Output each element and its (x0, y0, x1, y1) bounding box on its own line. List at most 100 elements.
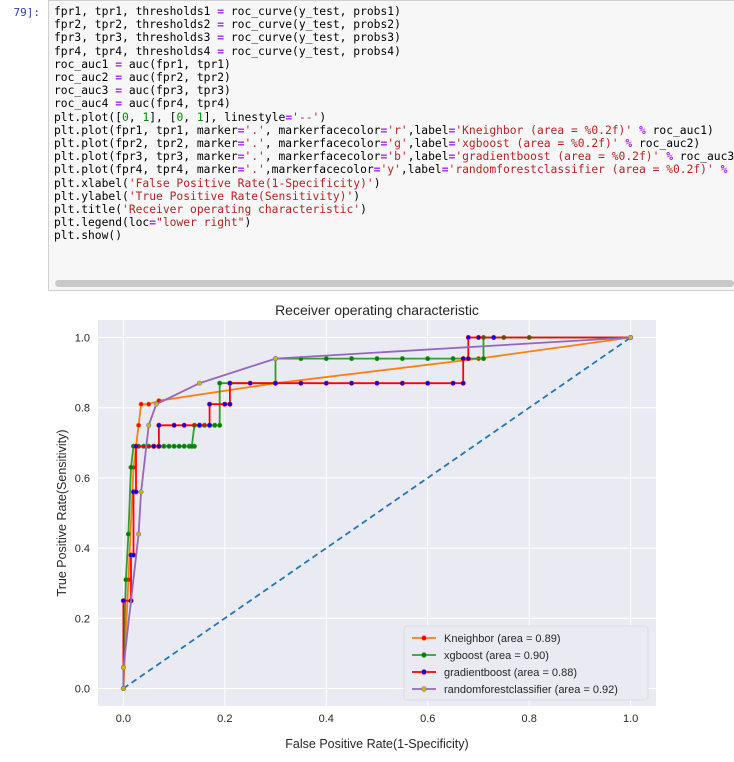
legend: Kneighbor (area = 0.89) xgboost (area = 0… (403, 625, 649, 701)
code-line: plt.ylabel('True Positive Rate(Sensitivi… (54, 189, 361, 203)
code-line: fpr2, tpr2, thresholds2 = roc_curve(y_te… (54, 18, 401, 32)
x-tick-label: 0.0 (116, 713, 131, 725)
data-point (151, 443, 157, 449)
roc-chart: 0.0 0.2 0.4 0.6 0.8 1.0 0.0 0.2 0.4 0.6 0.8 1.0 Rec… (55, 302, 656, 751)
data-point (133, 443, 139, 449)
code-cell[interactable]: fpr1, tpr1, thresholds1 = roc_curve(y_te… (48, 0, 734, 291)
data-point (136, 531, 142, 537)
data-point (197, 422, 203, 428)
y-tick-label: 0.0 (75, 683, 90, 695)
x-tick-label: 0.4 (319, 713, 334, 725)
data-point (222, 401, 228, 407)
data-point (217, 422, 223, 428)
data-point (323, 356, 329, 362)
code-line: plt.plot(fpr2, tpr2, marker='.', markerf… (54, 137, 701, 151)
data-point (212, 422, 218, 428)
data-point (480, 356, 486, 362)
data-point (450, 356, 456, 362)
legend-entry: gradientboost (area = 0.88) (412, 667, 577, 679)
code-line: fpr1, tpr1, thresholds1 = roc_curve(y_te… (54, 5, 401, 18)
legend-marker (421, 635, 427, 641)
legend-label: xgboost (area = 0.90) (444, 650, 549, 662)
x-axis-label: False Positive Rate(1-Specificity) (285, 737, 468, 751)
data-point (450, 380, 456, 386)
x-tick-label: 0.8 (522, 713, 537, 725)
x-tick-label: 1.0 (623, 713, 638, 725)
data-point (425, 380, 431, 386)
cell-prompt: 79]: (13, 6, 41, 19)
data-point (181, 422, 187, 428)
data-point (247, 380, 253, 386)
data-point (272, 356, 278, 362)
y-axis-label: True Positive Rate(Sensitivity) (55, 430, 69, 597)
data-point (153, 401, 159, 407)
y-tick-label: 0.2 (75, 613, 90, 625)
data-point (166, 443, 172, 449)
data-point (171, 443, 177, 449)
data-point (146, 422, 152, 428)
code-line: fpr4, tpr4, thresholds4 = roc_curve(y_te… (54, 44, 401, 58)
legend-label: Kneighbor (area = 0.89) (444, 633, 561, 645)
legend-marker (421, 686, 427, 692)
code-line: plt.plot([0, 1], [0, 1], linestyle='--') (54, 110, 327, 124)
code-line: roc_auc3 = auc(fpr3, tpr3) (54, 84, 231, 98)
data-point (374, 356, 380, 362)
code-line: plt.plot(fpr3, tpr3, marker='.', markerf… (54, 150, 734, 164)
data-point (156, 422, 162, 428)
data-point (207, 422, 213, 428)
data-point (123, 577, 129, 583)
data-point (176, 443, 182, 449)
data-point (138, 401, 144, 407)
data-point (349, 380, 355, 386)
y-tick-label: 0.6 (75, 473, 90, 485)
data-point (460, 380, 466, 386)
data-point (128, 464, 134, 470)
data-point (120, 664, 126, 670)
series-line (122, 336, 631, 689)
data-point (465, 334, 471, 340)
legend-entry: xgboost (area = 0.90) (412, 650, 549, 662)
data-point (146, 401, 152, 407)
data-point (227, 401, 233, 407)
code-editor[interactable]: fpr1, tpr1, thresholds1 = roc_curve(y_te… (49, 1, 734, 243)
y-tick-label: 1.0 (75, 333, 90, 345)
data-point (181, 443, 187, 449)
data-point (272, 380, 278, 386)
data-point (298, 380, 304, 386)
data-point (189, 443, 195, 449)
code-line: plt.xlabel('False Positive Rate(1-Specif… (54, 176, 381, 190)
data-point (227, 380, 233, 386)
data-point (491, 334, 497, 340)
code-line: plt.title('Receiver operating characteri… (54, 203, 367, 217)
data-point (399, 356, 405, 362)
data-point (323, 380, 329, 386)
legend-marker (421, 652, 427, 658)
legend-label: gradientboost (area = 0.88) (444, 667, 577, 679)
code-line: plt.show() (54, 229, 123, 243)
code-line: roc_auc4 = auc(fpr4, tpr4) (54, 97, 231, 111)
data-point (120, 685, 126, 691)
code-line: roc_auc1 = auc(fpr1, tpr1) (54, 57, 231, 71)
data-point (133, 489, 139, 495)
data-point (136, 422, 142, 428)
data-point (628, 334, 634, 340)
x-tick-label: 0.6 (420, 713, 435, 725)
data-point (197, 380, 203, 386)
legend-entry: Kneighbor (area = 0.89) (412, 633, 561, 645)
legend-marker (421, 669, 427, 675)
data-point (125, 531, 131, 537)
data-point (156, 443, 162, 449)
data-point (138, 489, 144, 495)
data-point (120, 598, 126, 604)
data-point (131, 552, 137, 558)
data-point (399, 380, 405, 386)
y-tick-label: 0.8 (75, 403, 90, 415)
data-point (465, 356, 471, 362)
legend-box (403, 625, 649, 701)
horizontal-scrollbar[interactable] (55, 280, 734, 287)
chart-title: Receiver operating characteristic (275, 302, 479, 318)
data-point (217, 380, 223, 386)
code-line: plt.plot(fpr4, tpr4, marker='.',markerfa… (54, 163, 728, 177)
y-tick-label: 0.4 (75, 543, 90, 555)
data-point (171, 422, 177, 428)
